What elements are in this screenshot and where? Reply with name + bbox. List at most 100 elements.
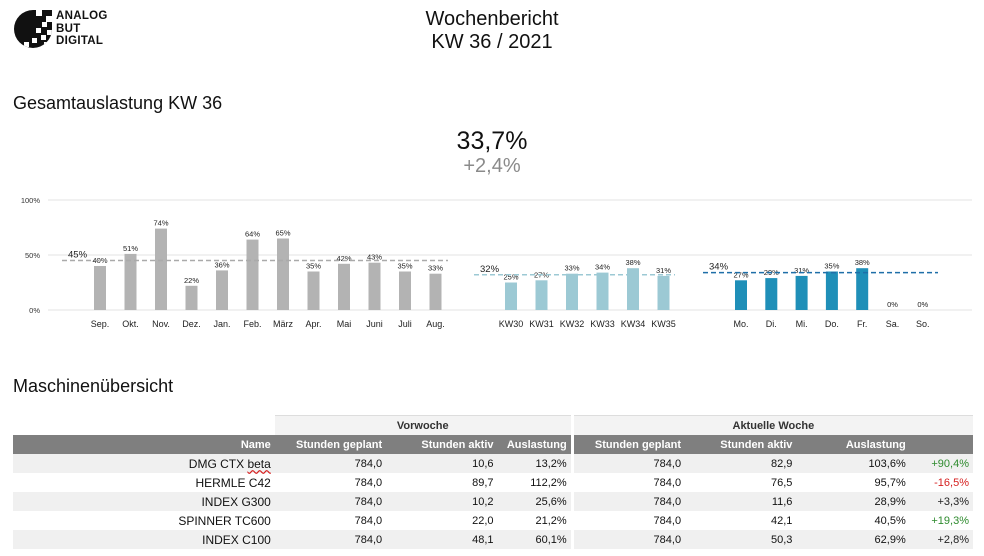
day-average-label: 34%: [709, 262, 729, 273]
y-tick-label: 0%: [29, 306, 40, 315]
change-cell: +3,3%: [909, 492, 973, 511]
table-row[interactable]: DMG CTX beta 784,0 10,6 13,2% 784,0 82,9 103,6…: [13, 454, 973, 473]
month-data-label: 35%: [306, 262, 321, 271]
col-prev-active[interactable]: Stunden aktiv: [386, 435, 498, 454]
prev-active-cell: 10,2: [386, 492, 498, 511]
y-tick-label: 100%: [21, 196, 41, 205]
curr-util-cell: 95,7%: [796, 473, 910, 492]
day-data-label: 31%: [794, 266, 809, 275]
curr-active-cell: 50,3: [685, 530, 797, 549]
report-title: Wochenbericht: [425, 8, 559, 30]
col-prev-util[interactable]: Auslastung: [497, 435, 573, 454]
spellcheck-word: beta: [247, 456, 271, 471]
week-category-label: KW34: [621, 319, 646, 329]
week-bar: [505, 282, 517, 310]
prev-util-cell: 21,2%: [497, 511, 573, 530]
table-row[interactable]: INDEX C100 784,0 48,1 60,1% 784,0 50,3 62,9% +2…: [13, 530, 973, 549]
week-category-label: KW31: [529, 319, 554, 329]
day-bar: [825, 271, 838, 310]
prev-active-cell: 10,6: [386, 454, 498, 473]
col-name[interactable]: Name: [13, 435, 275, 454]
utilization-bar-chart: 0% 50% 100% 40% Sep. 51% Okt. 74% Nov. 22% Dez. 36%…: [21, 196, 972, 329]
day-data-label: 38%: [855, 258, 870, 267]
month-bar: [216, 270, 228, 310]
day-bar: [735, 280, 747, 310]
week-data-label: 31%: [656, 266, 671, 275]
prev-planned-cell: 784,0: [274, 473, 387, 492]
col-curr-active[interactable]: Stunden aktiv: [685, 435, 797, 454]
day-category-label: Mo.: [733, 319, 748, 329]
change-cell: -16,5%: [909, 473, 973, 492]
week-bar: [566, 273, 578, 310]
prev-util-cell: 60,1%: [497, 530, 573, 549]
month-data-label: 51%: [123, 244, 138, 253]
prev-planned-cell: 784,0: [274, 530, 387, 549]
day-data-label: 27%: [733, 270, 748, 279]
prev-active-cell: 48,1: [386, 530, 498, 549]
week-bar: [657, 275, 670, 310]
table-row[interactable]: SPINNER TC600 784,0 22,0 21,2% 784,0 42,1 40,5…: [13, 511, 973, 530]
day-data-label: 35%: [824, 262, 839, 271]
day-data-label: 0%: [887, 300, 898, 309]
overall-utilization-delta: +2,4%: [463, 155, 521, 177]
logo-line-1: ANALOG: [56, 10, 108, 22]
prev-planned-cell: 784,0: [274, 511, 387, 530]
col-curr-planned[interactable]: Stunden geplant: [570, 435, 686, 454]
month-category-label: Sep.: [91, 319, 110, 329]
week-data-label: 38%: [625, 258, 640, 267]
change-cell: +90,4%: [909, 454, 973, 473]
group-previous-week: Vorwoche: [274, 415, 573, 435]
y-tick-label: 50%: [25, 251, 40, 260]
week-category-label: KW30: [499, 319, 524, 329]
curr-planned-cell: 784,0: [570, 492, 686, 511]
month-bar: [307, 271, 320, 310]
month-bar: [185, 285, 198, 310]
overall-utilization-value: 33,7%: [456, 127, 528, 155]
curr-active-cell: 82,9: [685, 454, 797, 473]
day-category-label: Sa.: [886, 319, 900, 329]
day-category-label: So.: [916, 319, 930, 329]
col-change: [909, 435, 973, 454]
curr-planned-cell: 784,0: [570, 511, 686, 530]
machine-name-text: DMG CTX beta: [188, 456, 271, 471]
col-curr-util[interactable]: Auslastung: [796, 435, 910, 454]
checkered-logo-icon: [14, 10, 52, 48]
week-bar: [596, 272, 609, 310]
week-data-label: 34%: [595, 263, 610, 272]
day-category-label: Mi.: [796, 319, 808, 329]
day-bar: [795, 275, 808, 310]
prev-util-cell: 112,2%: [497, 473, 573, 492]
prev-planned-cell: 784,0: [274, 454, 387, 473]
week-category-label: KW32: [560, 319, 585, 329]
table-row[interactable]: INDEX G300 784,0 10,2 25,6% 784,0 11,6 28,9% +3…: [13, 492, 973, 511]
machine-table: Vorwoche Aktuelle Woche Name Stunden gep…: [13, 415, 973, 549]
month-bar: [124, 253, 137, 310]
week-average-label: 32%: [480, 264, 500, 275]
col-prev-planned[interactable]: Stunden geplant: [274, 435, 387, 454]
month-category-label: Apr.: [305, 319, 321, 329]
curr-util-cell: 62,9%: [796, 530, 910, 549]
day-data-label: 0%: [917, 300, 928, 309]
day-bar: [856, 268, 869, 310]
report-title-block: Wochenbericht KW 36 / 2021: [0, 8, 984, 54]
logo-line-2: BUT: [56, 22, 81, 35]
curr-active-cell: 76,5: [685, 473, 797, 492]
table-header-row: Name Stunden geplant Stunden aktiv Ausla…: [13, 435, 973, 454]
month-data-label: 35%: [397, 262, 412, 271]
month-data-label: 65%: [275, 229, 290, 238]
curr-planned-cell: 784,0: [570, 473, 686, 492]
curr-active-cell: 11,6: [685, 492, 797, 511]
day-category-label: Do.: [825, 319, 839, 329]
machines-heading: Maschinenübersicht: [13, 376, 174, 396]
month-category-label: Juli: [398, 319, 412, 329]
month-average-label: 45%: [68, 250, 88, 261]
month-bar: [399, 271, 411, 310]
table-row[interactable]: HERMLE C42 784,0 89,7 112,2% 784,0 76,5 95,7% -…: [13, 473, 973, 492]
prev-util-cell: 25,6%: [497, 492, 573, 511]
logo-wordmark: ANALOG BUT DIGITAL: [56, 10, 108, 48]
machine-name: SPINNER TC600: [13, 511, 275, 530]
machine-name: HERMLE C42: [13, 473, 275, 492]
month-data-label: 64%: [245, 230, 260, 239]
prev-util-cell: 13,2%: [497, 454, 573, 473]
month-category-label: Mai: [337, 319, 352, 329]
